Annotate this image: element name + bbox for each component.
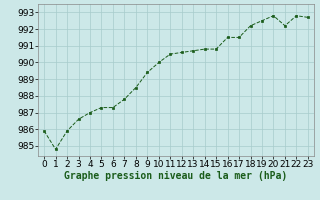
X-axis label: Graphe pression niveau de la mer (hPa): Graphe pression niveau de la mer (hPa) (64, 171, 288, 181)
